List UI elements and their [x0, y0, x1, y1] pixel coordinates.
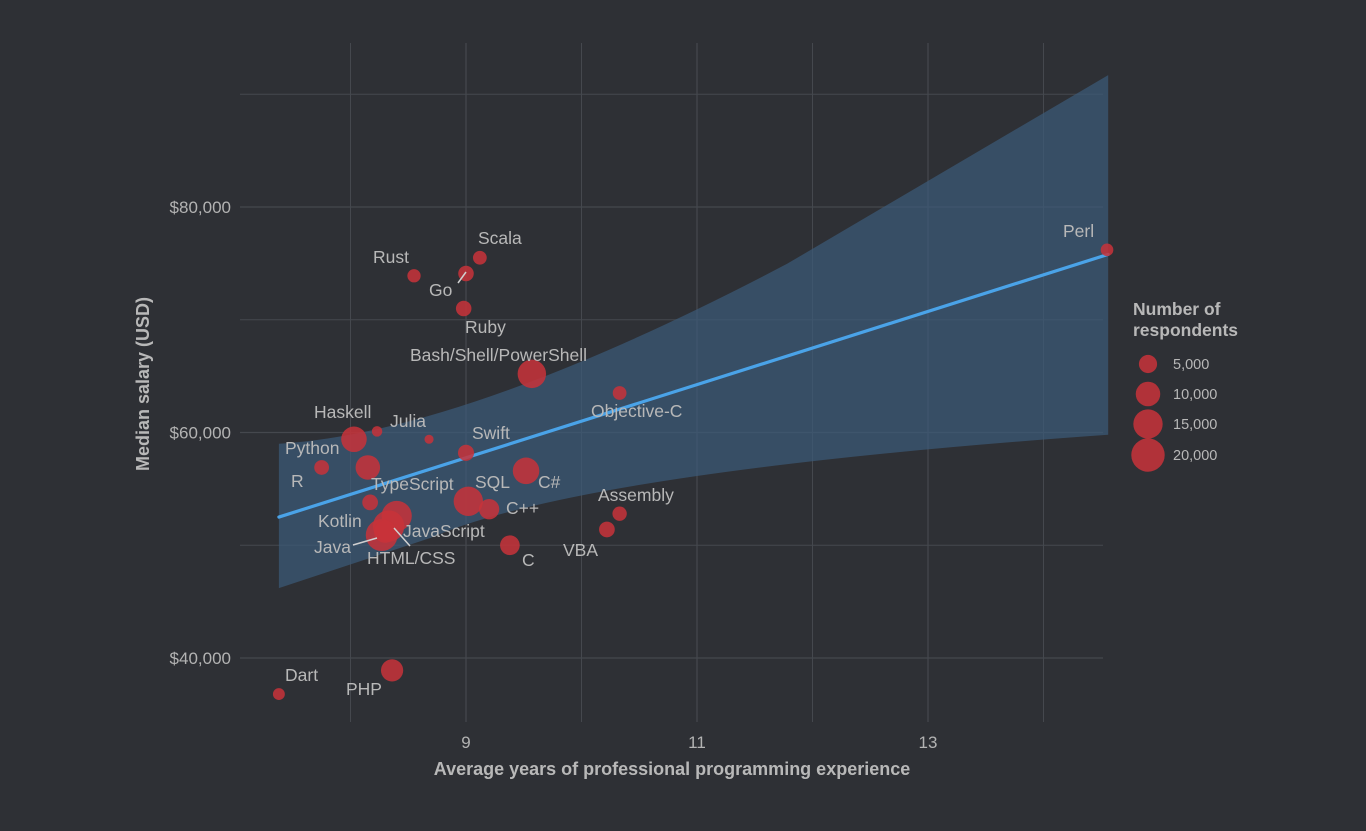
- point-labels: Scala Rust Go Ruby Perl Bash/Shell/Power…: [285, 221, 1094, 699]
- point-julia-dot: [424, 434, 434, 444]
- y-tick-label: $60,000: [170, 424, 231, 443]
- y-axis-title: Median salary (USD): [133, 297, 153, 471]
- y-axis-ticks: $40,000 $60,000 $80,000: [170, 198, 231, 668]
- y-tick-label: $80,000: [170, 198, 231, 217]
- label-java: Java: [314, 537, 351, 557]
- point-sql: [453, 486, 483, 516]
- label-c: C: [522, 550, 535, 570]
- go-leader-line: [457, 271, 467, 284]
- legend-label: 5,000: [1173, 357, 1209, 373]
- trend-line: [277, 252, 1110, 519]
- confidence-band: [278, 75, 1109, 589]
- legend-circle: [1133, 409, 1163, 439]
- point-perl: [1100, 243, 1114, 257]
- htmlcss-leader-line: [393, 527, 411, 547]
- point-rust: [407, 269, 421, 283]
- label-bash: Bash/Shell/PowerShell: [410, 345, 587, 365]
- point-julia: [371, 426, 383, 437]
- point-swift: [457, 444, 475, 461]
- size-legend: Number of respondents 5,000 10,000 15,000 2…: [1131, 299, 1238, 472]
- label-javascript: JavaScript: [403, 521, 485, 541]
- label-objective-c: Objective-C: [591, 401, 682, 421]
- label-haskell: Haskell: [314, 402, 371, 422]
- point-typescript: [362, 494, 378, 511]
- label-r: R: [291, 471, 304, 491]
- point-python: [314, 460, 330, 475]
- label-perl: Perl: [1063, 221, 1094, 241]
- label-scala: Scala: [478, 228, 522, 248]
- label-kotlin: Kotlin: [318, 511, 362, 531]
- label-ruby: Ruby: [465, 317, 506, 337]
- legend-label: 10,000: [1173, 387, 1217, 403]
- y-tick-label: $40,000: [170, 649, 231, 668]
- point-dart: [272, 688, 285, 701]
- label-typescript: TypeScript: [371, 474, 454, 494]
- label-swift: Swift: [472, 423, 510, 443]
- point-ruby: [455, 300, 472, 317]
- legend-entries: 5,000 10,000 15,000 20,000: [1131, 354, 1217, 472]
- label-csharp: C#: [538, 472, 561, 492]
- label-julia: Julia: [390, 411, 426, 431]
- legend-circle: [1131, 438, 1165, 472]
- x-tick-label: 9: [461, 733, 470, 752]
- point-c: [500, 535, 520, 556]
- legend-circle: [1138, 354, 1158, 374]
- label-dart: Dart: [285, 665, 318, 685]
- point-vba: [599, 521, 615, 538]
- legend-label: 20,000: [1173, 448, 1217, 464]
- data-points: [272, 243, 1114, 701]
- point-objective-c: [612, 386, 627, 400]
- legend-circle: [1135, 381, 1161, 407]
- label-cpp: C++: [506, 498, 539, 518]
- label-assembly: Assembly: [598, 485, 674, 505]
- x-tick-label: 13: [919, 733, 938, 752]
- label-go: Go: [429, 280, 452, 300]
- legend-label: 15,000: [1173, 417, 1217, 433]
- point-scala: [472, 250, 487, 265]
- legend-title-line-2: respondents: [1133, 320, 1238, 340]
- java-leader-line: [352, 537, 378, 546]
- label-rust: Rust: [373, 247, 409, 267]
- label-htmlcss: HTML/CSS: [367, 548, 455, 568]
- point-c-: [512, 457, 540, 485]
- label-leader-lines: [352, 271, 467, 547]
- label-sql: SQL: [475, 472, 510, 492]
- point-java: [374, 520, 397, 543]
- point-bash-shell-powershell: [517, 359, 547, 389]
- label-vba: VBA: [563, 540, 598, 560]
- x-tick-label: 11: [688, 733, 706, 752]
- point-php: [380, 659, 404, 682]
- point-assembly: [612, 506, 627, 521]
- label-python: Python: [285, 438, 339, 458]
- trend-line-layer: [277, 252, 1110, 519]
- x-axis-title: Average years of professional programmin…: [434, 759, 911, 779]
- confidence-band-layer: [278, 75, 1109, 589]
- legend-title-line-1: Number of: [1133, 299, 1221, 319]
- point-haskell: [341, 426, 367, 453]
- x-axis-ticks: 9 11 13: [461, 733, 937, 752]
- label-php: PHP: [346, 679, 382, 699]
- point-r: [355, 455, 381, 480]
- point-c-: [478, 499, 500, 520]
